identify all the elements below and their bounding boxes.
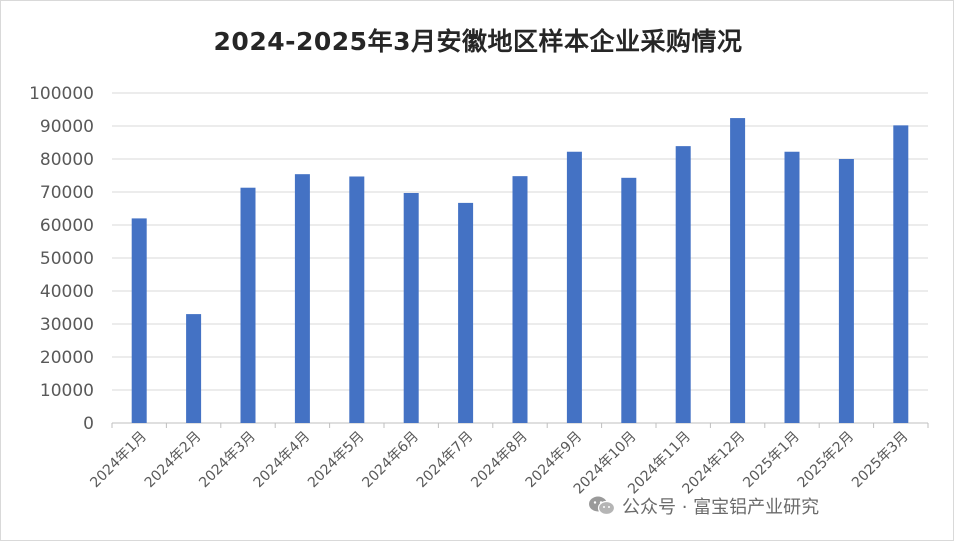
bar (131, 218, 147, 423)
bar (403, 192, 419, 423)
bar (349, 176, 365, 423)
x-tick-label: 2024年3月 (196, 429, 259, 492)
y-tick-label: 20000 (40, 348, 94, 368)
bar (512, 176, 528, 423)
watermark: 公众号 · 富宝铝产业研究 (588, 492, 819, 520)
y-tick-label: 10000 (40, 381, 94, 401)
y-tick-label: 40000 (40, 282, 94, 302)
x-tick-label: 2024年6月 (359, 429, 422, 492)
bar (838, 159, 854, 423)
x-tick-label: 2025年3月 (849, 429, 912, 492)
y-tick-label: 60000 (40, 216, 94, 236)
x-tick-label: 2025年2月 (795, 429, 858, 492)
y-tick-label: 70000 (40, 183, 94, 203)
bar (675, 146, 691, 423)
x-tick-label: 2024年1月 (87, 429, 150, 492)
x-tick-label: 2024年8月 (468, 429, 531, 492)
bar (186, 314, 202, 423)
chart-title: 2024-2025年3月安徽地区样本企业采购情况 (213, 27, 743, 56)
bar (621, 177, 637, 423)
x-tick-label: 2024年5月 (305, 429, 368, 492)
y-axis-ticks: 0 10000 20000 30000 40000 50000 60000 70000 8000… (29, 84, 94, 434)
bar (294, 174, 310, 423)
y-tick-label: 50000 (40, 249, 94, 269)
x-tick-label: 2025年1月 (740, 429, 803, 492)
bar (784, 151, 800, 424)
x-tick-label: 2024年4月 (251, 429, 314, 492)
bar (240, 187, 256, 423)
bar (566, 151, 582, 424)
x-tick-label: 2024年2月 (142, 429, 205, 492)
x-tick-label: 2024年7月 (414, 429, 477, 492)
bar (893, 125, 909, 423)
y-tick-label: 30000 (40, 315, 94, 335)
watermark-text: 公众号 · 富宝铝产业研究 (622, 497, 820, 518)
bars (131, 118, 909, 424)
wechat-icon (588, 495, 616, 517)
bar (730, 118, 746, 423)
x-axis-ticks: 2024年1月2024年2月2024年3月2024年4月2024年5月2024年… (87, 429, 911, 498)
y-tick-label: 80000 (40, 150, 94, 170)
y-tick-label: 100000 (29, 84, 94, 104)
bar (458, 202, 474, 423)
y-tick-label: 90000 (40, 117, 94, 137)
y-tick-label: 0 (83, 414, 94, 434)
